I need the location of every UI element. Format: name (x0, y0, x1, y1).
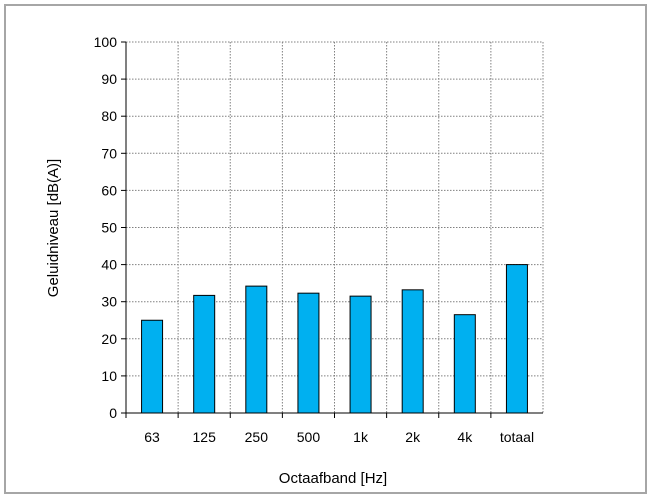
axes (121, 41, 543, 418)
x-tick-label: 500 (297, 429, 321, 445)
y-axis-title: Geluidniveau [dB(A)] (45, 159, 62, 297)
x-tick-label: 125 (193, 429, 217, 445)
bar-2k (401, 289, 424, 414)
bar-500 (297, 292, 320, 414)
x-tick-label: 2k (405, 429, 421, 445)
bars (141, 264, 528, 414)
y-tick-labels: 0 10 20 30 40 50 60 70 80 90 100 (94, 34, 118, 421)
grid-lines (126, 41, 544, 413)
x-tick-label: 63 (144, 429, 160, 445)
x-tick-label: totaal (500, 429, 534, 445)
x-tick-label: 250 (245, 429, 269, 445)
y-tick-label: 70 (101, 145, 117, 161)
y-tick-label: 100 (94, 34, 118, 50)
y-tick-label: 60 (101, 182, 117, 198)
y-tick-label: 40 (101, 257, 117, 273)
bar-250 (245, 285, 268, 414)
x-axis-title: Octaafband [Hz] (279, 470, 387, 487)
x-tick-labels: 63 125 250 500 1k 2k 4k totaal (144, 429, 534, 445)
bar-totaal (505, 264, 528, 414)
bar-125 (193, 294, 216, 414)
bar-4k (453, 314, 476, 414)
y-tick-label: 30 (101, 294, 117, 310)
chart-frame (4, 4, 647, 494)
y-tick-label: 10 (101, 368, 117, 384)
y-tick-label: 90 (101, 71, 117, 87)
x-tick-label: 4k (457, 429, 473, 445)
y-tick-label: 20 (101, 331, 117, 347)
x-tick-label: 1k (353, 429, 369, 445)
y-tick-label: 80 (101, 108, 117, 124)
y-tick-label: 50 (101, 220, 117, 236)
y-tick-label: 0 (109, 405, 117, 421)
bar-1k (349, 295, 372, 414)
bar-63 (141, 319, 164, 414)
